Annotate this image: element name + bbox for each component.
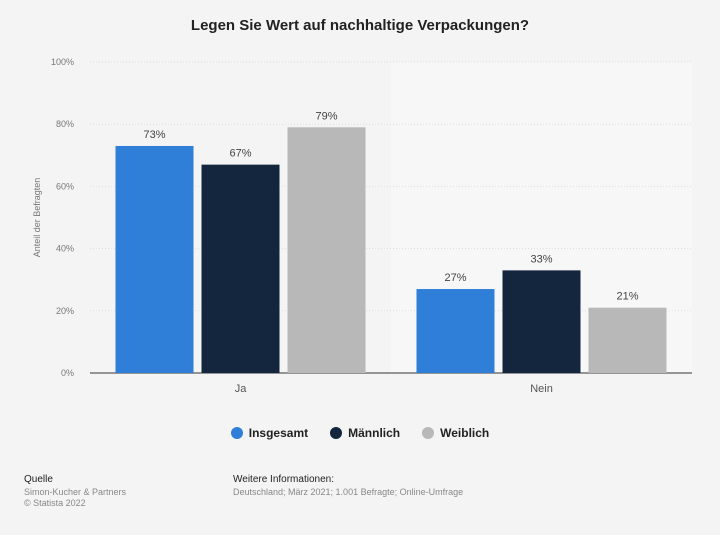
info-text: Deutschland; März 2021; 1.001 Befragte; … (233, 487, 464, 497)
bar (201, 164, 280, 373)
source-link[interactable]: Simon-Kucher & Partners (24, 487, 127, 497)
bar (287, 127, 366, 373)
data-label: 67% (229, 148, 251, 160)
y-tick-label: 60% (56, 181, 74, 191)
data-label: 73% (143, 129, 165, 141)
source-block: Quelle Simon-Kucher & Partners © Statist… (24, 474, 126, 509)
chart-legend: Insgesamt Männlich Weiblich (0, 426, 720, 440)
legend-marker-icon (330, 427, 343, 439)
y-tick-label: 100% (51, 57, 74, 67)
data-label: 79% (315, 110, 337, 122)
info-block: Weitere Informationen: Deutschland; März… (233, 474, 463, 498)
y-tick-label: 20% (56, 306, 74, 316)
copyright: © Statista 2022 (24, 498, 86, 508)
info-heading[interactable]: Weitere Informationen: (233, 474, 334, 485)
y-axis-title: Anteil der Befragten (32, 178, 42, 258)
legend-label: Insgesamt (248, 426, 309, 440)
bar (588, 307, 667, 373)
source-heading: Quelle (24, 474, 53, 485)
data-label: 33% (530, 253, 552, 265)
bar (115, 145, 194, 373)
x-tick-label: Nein (530, 383, 553, 395)
y-tick-label: 0% (61, 368, 74, 378)
legend-item[interactable]: Weiblich (422, 426, 489, 440)
legend-marker-icon (230, 427, 243, 439)
bar (502, 270, 581, 373)
legend-marker-icon (422, 427, 435, 439)
bar-chart: 0% 20% 40% 60% 80% 100% Anteil der Befragten 73… (32, 57, 692, 395)
y-tick-label: 80% (56, 119, 74, 129)
chart-title: Legen Sie Wert auf nachhaltige Verpackun… (190, 17, 530, 34)
bar (416, 289, 495, 373)
y-tick-label: 40% (56, 244, 74, 254)
data-label: 27% (444, 272, 466, 284)
legend-label: Männlich (348, 426, 401, 440)
x-tick-label: Ja (235, 383, 248, 395)
legend-item[interactable]: Insgesamt (230, 426, 309, 440)
legend-label: Weiblich (440, 426, 490, 440)
data-label: 21% (616, 291, 638, 303)
legend-item[interactable]: Männlich (330, 426, 400, 440)
